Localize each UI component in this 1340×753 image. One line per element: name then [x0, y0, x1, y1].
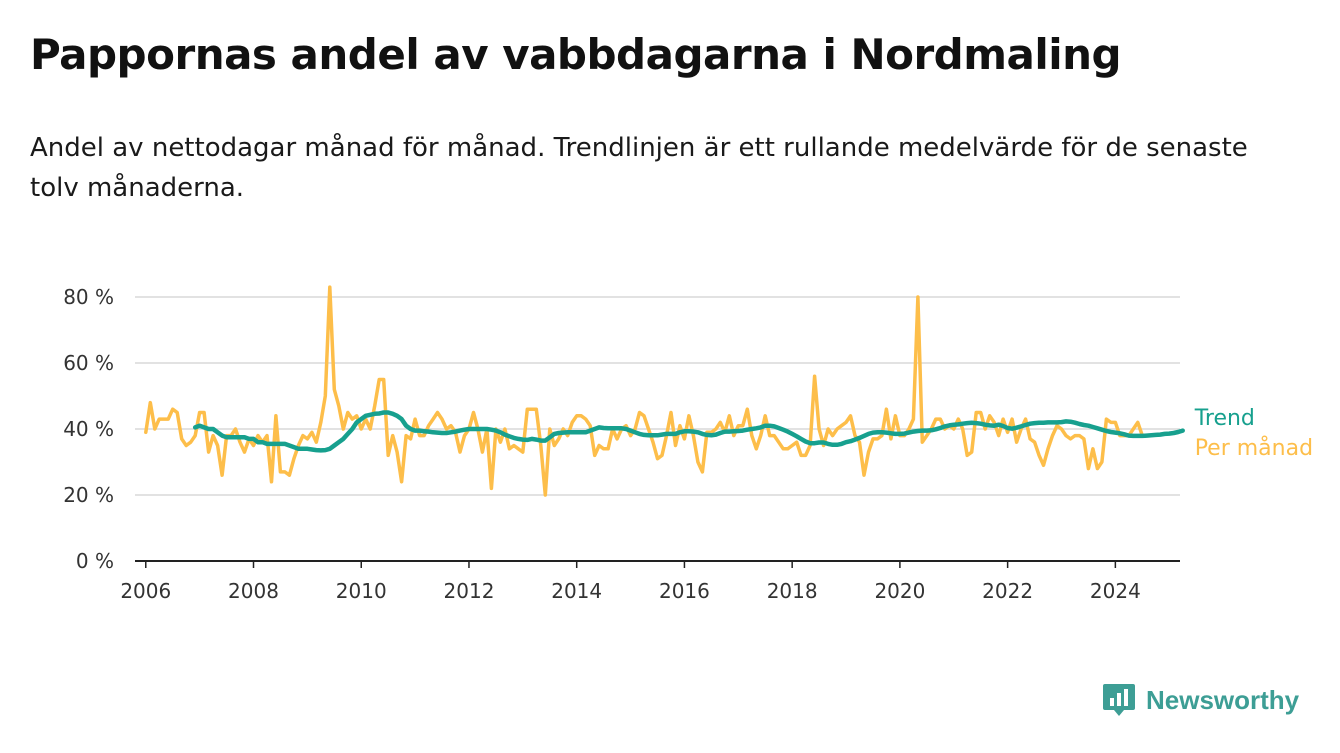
x-tick-label: 2010 — [336, 579, 387, 603]
series-line-trend — [192, 410, 1185, 453]
series-label-trend: Trend — [1194, 406, 1255, 431]
newsworthy-brand: Newsworthy — [1102, 682, 1299, 718]
y-tick-label: 40 % — [63, 417, 114, 441]
y-tick-label: 80 % — [63, 285, 114, 309]
series-label-monthly: Per månad — [1195, 435, 1313, 461]
x-tick-label: 2012 — [444, 579, 495, 603]
x-tick-label: 2022 — [982, 579, 1033, 603]
series-lines — [144, 285, 1185, 497]
x-tick-label: 2020 — [874, 579, 925, 603]
x-tick-label: 2024 — [1090, 579, 1141, 603]
x-tick-label: 2006 — [120, 579, 171, 603]
brand-name: Newsworthy — [1146, 684, 1300, 715]
x-tick-label: 2008 — [228, 579, 279, 603]
series-labels: Trend Per månad — [1194, 406, 1313, 461]
y-tick-label: 60 % — [63, 351, 114, 375]
y-tick-label: 20 % — [63, 483, 114, 507]
newsworthy-logo-icon — [1103, 684, 1135, 716]
y-tick-label: 0 % — [76, 549, 114, 573]
chart-subtitle: Andel av nettodagar månad för månad. Tre… — [30, 133, 1248, 203]
x-axis: 2006 2008 2010 2012 2014 2016 2018 2020 2022 2024 — [120, 560, 1180, 603]
x-tick-label: 2014 — [551, 579, 602, 603]
y-axis-ticks: 0 % 20 % 40 % 60 % 80 % — [63, 285, 114, 573]
chart-title: Pappornas andel av vabbdagarna i Nordmal… — [30, 30, 1122, 79]
x-tick-label: 2016 — [659, 579, 710, 603]
x-tick-label: 2018 — [767, 579, 818, 603]
series-line-monthly — [144, 285, 1145, 497]
grid-lines — [135, 296, 1180, 496]
